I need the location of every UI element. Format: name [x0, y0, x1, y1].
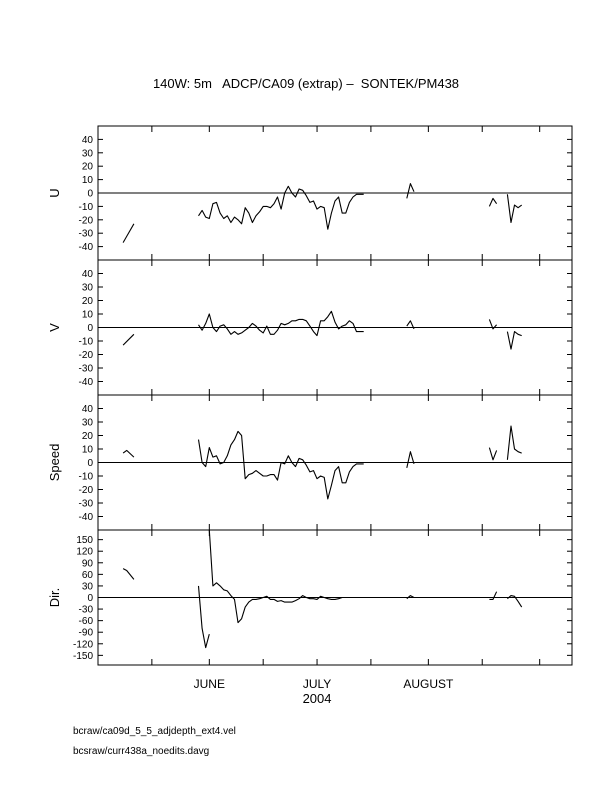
month-label-july: JULY: [303, 677, 331, 691]
dir-line-segment-5: [507, 595, 523, 608]
u-line-segment-1: [198, 185, 364, 230]
speed-line-segment-1: [197, 430, 364, 500]
v-ytick-label: 10: [82, 310, 94, 321]
dir-ytick-label: 90: [82, 558, 94, 569]
speed-axis-label: Speed: [47, 444, 62, 482]
month-label-august: AUGUST: [403, 677, 454, 691]
dir-ytick-label: 0: [87, 593, 93, 604]
v-ytick-label: -30: [79, 364, 94, 375]
v-line-segment-1: [198, 310, 364, 337]
speed-line-segment-4: [506, 425, 522, 460]
u-line-segment-4: [506, 194, 523, 224]
u-ytick-label: 0: [87, 189, 93, 200]
speed-ytick-label: 40: [82, 404, 94, 415]
speed-line-segment-3: [488, 447, 498, 461]
dir-line-segment-2: [208, 530, 364, 624]
v-ytick-label: 40: [82, 269, 94, 280]
u-line-segment-0: [122, 223, 135, 243]
speed-ytick-label: -40: [79, 512, 94, 523]
speed-ytick-label: 0: [87, 458, 93, 469]
dir-ytick-label: 120: [76, 547, 93, 558]
dir-line-segment-4: [489, 591, 498, 600]
u-ytick-label: 10: [82, 175, 94, 186]
month-label-june: JUNE: [194, 677, 225, 691]
dir-series: [122, 530, 523, 649]
dir-ytick-label: 60: [82, 570, 94, 581]
v-line-segment-3: [488, 319, 498, 330]
u-line-segment-3: [488, 197, 498, 207]
speed-ytick-label: -30: [79, 499, 94, 510]
u-axis-label: U: [47, 188, 62, 197]
dir-axis-label: Dir.: [47, 588, 62, 608]
speed-line-segment-2: [406, 451, 415, 469]
dir-ytick-label: 150: [76, 535, 93, 546]
x-axis-label: 2004: [303, 691, 332, 706]
u-ytick-label: 20: [82, 162, 94, 173]
u-line-segment-2: [406, 183, 415, 199]
speed-ytick-label: 20: [82, 431, 94, 442]
u-ytick-label: -20: [79, 215, 94, 226]
speed-line-segment-0: [122, 449, 135, 458]
dir-line-segment-0: [122, 568, 135, 580]
dir-ytick-label: -150: [73, 651, 93, 662]
speed-ytick-label: 30: [82, 418, 94, 429]
speed-series: [122, 425, 522, 500]
speed-ytick-label: -10: [79, 472, 94, 483]
dir-ytick-label: 30: [82, 581, 94, 592]
dir-ytick-label: -30: [79, 605, 94, 616]
v-ytick-label: 0: [87, 323, 93, 334]
dir-ytick-label: -90: [79, 628, 94, 639]
u-series: [122, 183, 523, 243]
footnote-velocity-file: bcraw/ca09d_5_5_adjdepth_ext4.vel: [73, 726, 236, 737]
v-ytick-label: -20: [79, 350, 94, 361]
u-ytick-label: -40: [79, 242, 94, 253]
u-ytick-label: 40: [82, 135, 94, 146]
dir-ytick-label: -60: [79, 616, 94, 627]
dir-line-segment-3: [406, 595, 415, 600]
v-ytick-label: -40: [79, 377, 94, 388]
speed-ytick-label: -20: [79, 485, 94, 496]
speed-ytick-label: 10: [82, 445, 94, 456]
v-axis-label: V: [47, 323, 62, 332]
u-ytick-label: 30: [82, 148, 94, 159]
chart-title: 140W: 5m ADCP/CA09 (extrap) – SONTEK/PM4…: [152, 76, 460, 91]
v-line-segment-4: [506, 331, 522, 350]
footnote-current-file: bcsraw/curr438a_noedits.davg: [73, 746, 210, 757]
v-series: [122, 310, 522, 350]
v-line-segment-0: [122, 333, 135, 346]
dir-line-segment-1: [197, 585, 210, 649]
v-line-segment-2: [406, 320, 415, 330]
v-ytick-label: 20: [82, 296, 94, 307]
v-ytick-label: -10: [79, 337, 94, 348]
dir-ytick-label: -120: [73, 639, 93, 650]
u-ytick-label: -30: [79, 229, 94, 240]
u-ytick-label: -10: [79, 202, 94, 213]
v-ytick-label: 30: [82, 283, 94, 294]
